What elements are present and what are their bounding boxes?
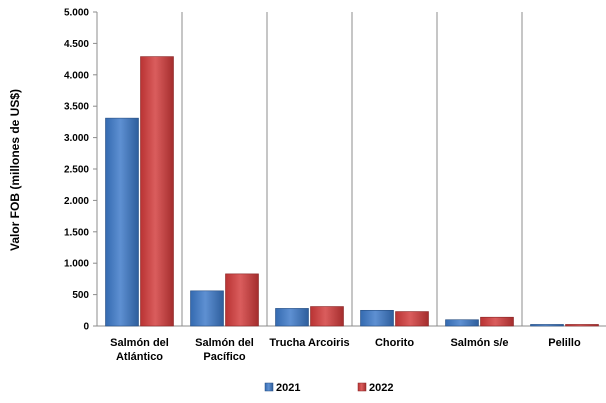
x-tick-label: Salmón s/e	[450, 337, 508, 349]
bar-2021	[105, 117, 139, 327]
legend-label-2021: 2021	[276, 382, 300, 394]
x-tick-label: Salmón del Atlántico	[110, 337, 169, 363]
legend-label-2022: 2022	[369, 382, 393, 394]
bars	[105, 56, 599, 327]
y-tick-label: 1.500	[64, 227, 89, 238]
y-tick-label: 5.000	[64, 8, 89, 19]
bar-2022	[480, 316, 514, 327]
bar-2021	[275, 308, 309, 327]
bar-2022	[225, 273, 259, 327]
y-tick-label: 2.000	[64, 196, 89, 207]
x-tick-label: Salmón del Pacífico	[195, 337, 254, 363]
y-tick-label: 3.000	[64, 133, 89, 144]
bar-2021	[190, 290, 224, 327]
bar-2022	[565, 324, 599, 327]
x-tick-label: Trucha Arcoiris	[269, 337, 349, 349]
x-tick-label: Pelillo	[548, 337, 581, 349]
legend-swatch-2021	[264, 382, 274, 392]
y-tick-label: 3.500	[64, 102, 89, 113]
bar-2021	[530, 324, 564, 327]
y-tick-labels: 0 500 1.000 1.500 2.000 2.500 3.000 3.500 4.000 4…	[64, 8, 97, 333]
bar-2022	[140, 56, 174, 327]
y-tick-label: 4.500	[64, 39, 89, 50]
y-axis-label: Valor FOB (millones de US$)	[8, 89, 22, 251]
legend: 2021 2022	[264, 382, 393, 394]
bar-2022	[310, 306, 344, 327]
y-tick-label: 1.000	[64, 259, 89, 270]
x-tick-label: Chorito	[375, 337, 414, 349]
x-tick-labels: Salmón del Atlántico Salmón del Pacífico Tru…	[110, 337, 581, 363]
y-tick-label: 0	[83, 322, 89, 333]
y-tick-label: 4.000	[64, 70, 89, 81]
bar-2021	[360, 309, 394, 327]
y-tick-label: 2.500	[64, 165, 89, 176]
legend-swatch-2022	[357, 382, 367, 392]
bar-2022	[395, 311, 429, 327]
bar-2021	[445, 319, 479, 327]
y-tick-label: 500	[72, 290, 89, 301]
category-separators	[181, 12, 523, 326]
